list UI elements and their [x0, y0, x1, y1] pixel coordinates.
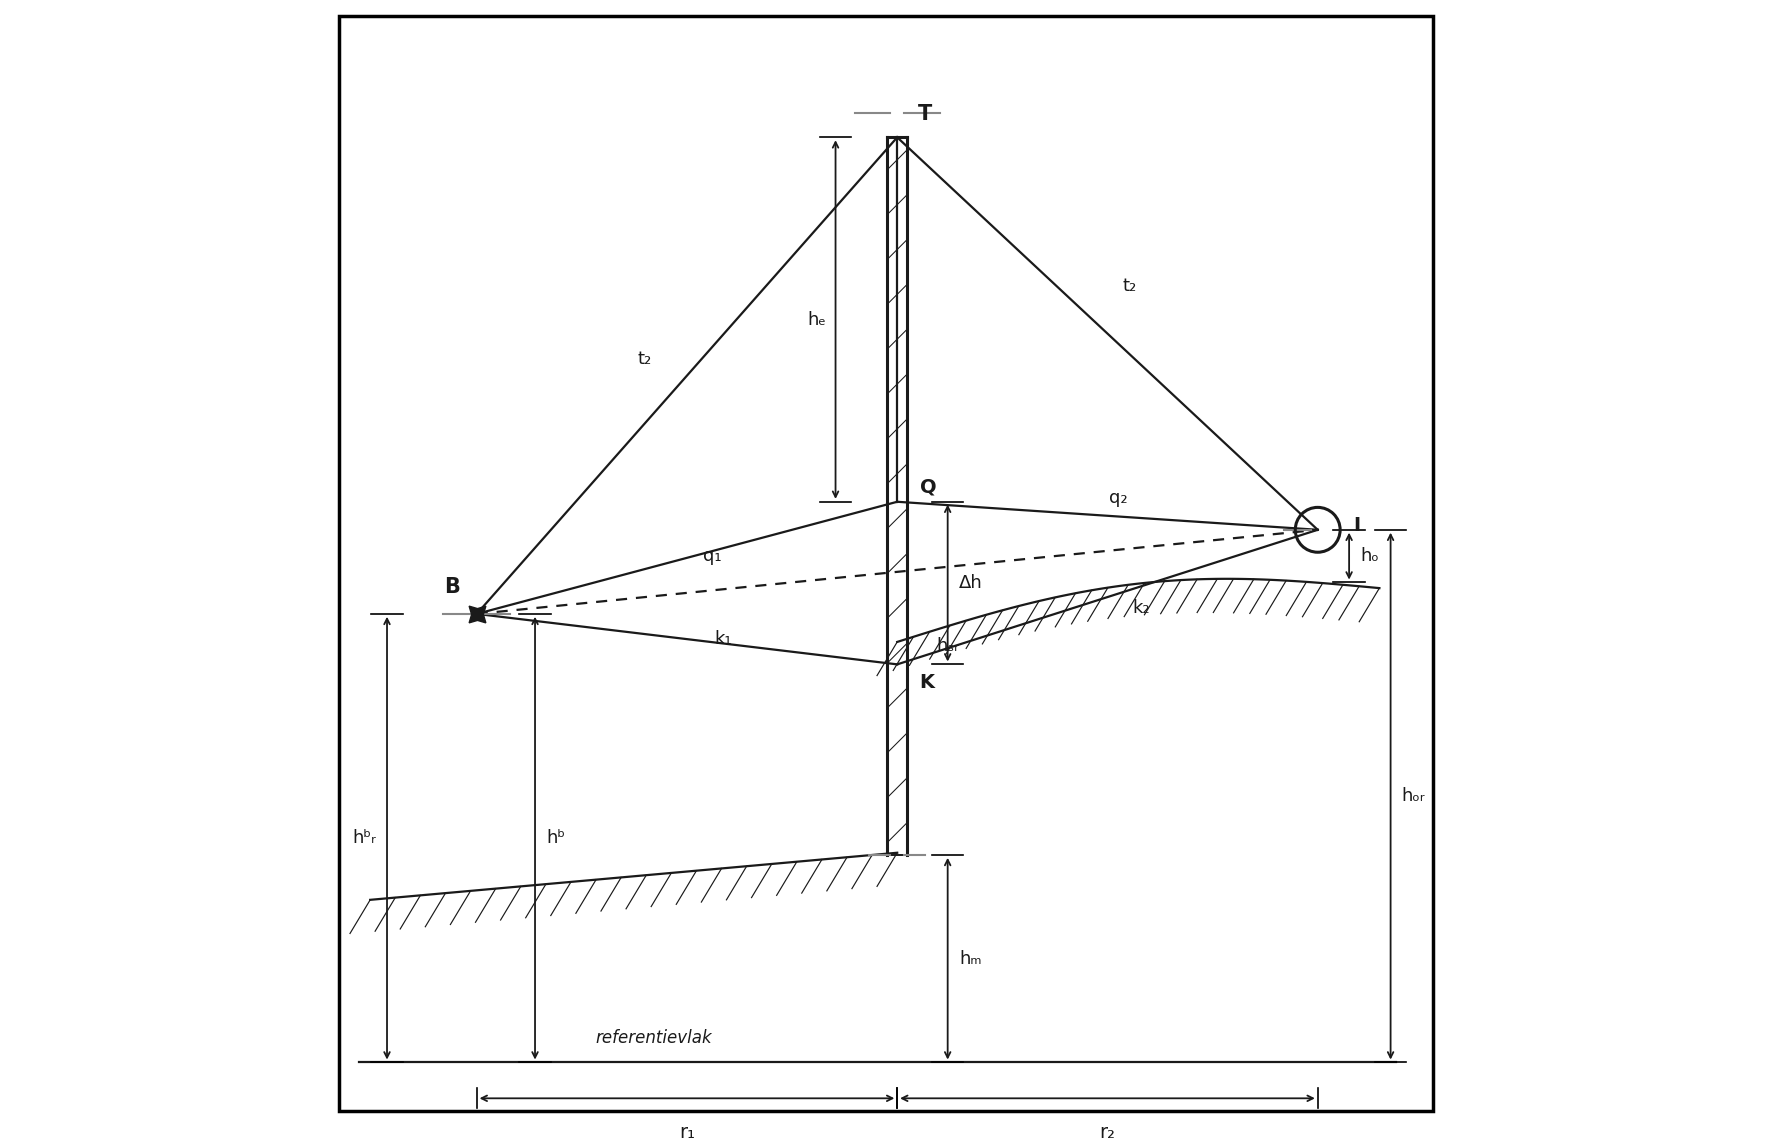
Text: t₂: t₂	[638, 350, 652, 368]
Text: hₒᵣ: hₒᵣ	[1402, 787, 1425, 805]
Text: r₂: r₂	[1099, 1123, 1115, 1142]
Text: k₂: k₂	[1132, 599, 1150, 617]
Text: k₁: k₁	[714, 630, 732, 648]
Text: referentievlak: referentievlak	[595, 1028, 712, 1047]
Text: hᵇ: hᵇ	[546, 829, 565, 847]
Text: hₑ: hₑ	[808, 310, 826, 329]
Text: Q: Q	[920, 477, 936, 496]
Text: Δh: Δh	[959, 574, 983, 592]
Text: t₂: t₂	[1123, 277, 1138, 295]
Text: I: I	[1354, 515, 1361, 535]
Text: T: T	[918, 104, 932, 124]
Text: q₂: q₂	[1109, 489, 1129, 507]
Text: hₘ: hₘ	[959, 949, 982, 968]
Text: r₁: r₁	[679, 1123, 695, 1142]
Text: K: K	[920, 673, 934, 693]
Text: hₛᵣ: hₛᵣ	[936, 638, 959, 655]
Text: B: B	[445, 577, 461, 597]
Text: hₒ: hₒ	[1361, 547, 1379, 566]
Text: hᵇᵣ: hᵇᵣ	[353, 829, 376, 847]
Text: q₁: q₁	[703, 546, 721, 564]
